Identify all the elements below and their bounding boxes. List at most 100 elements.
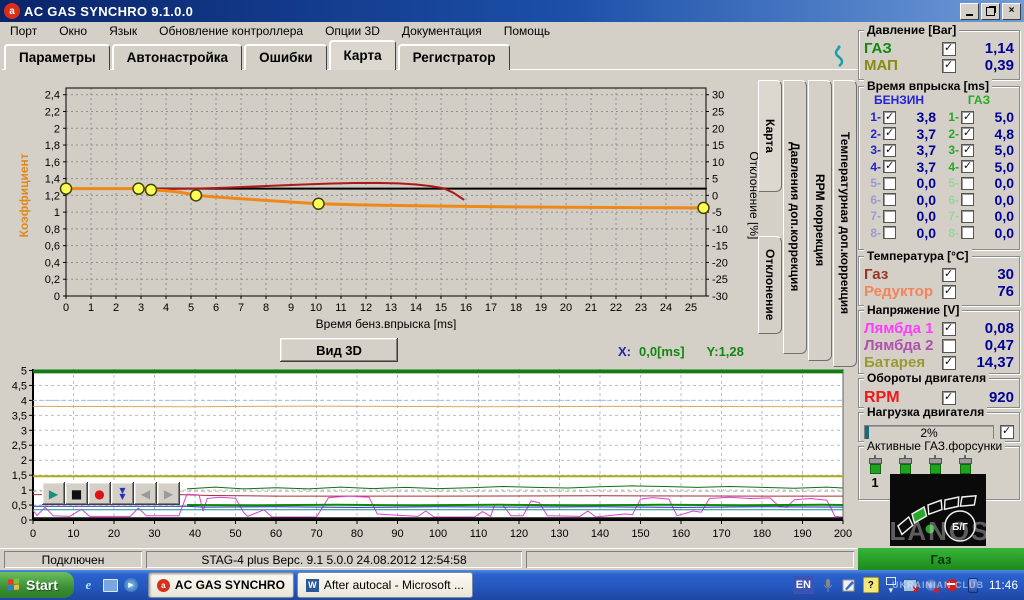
start-button[interactable]: Start — [0, 572, 74, 598]
temperature-checkbox[interactable] — [942, 284, 956, 299]
main-tab-2[interactable]: Автонастройка — [111, 44, 243, 70]
minimize-button[interactable] — [960, 2, 979, 20]
channel-checkbox[interactable] — [961, 126, 974, 141]
blocked-icon[interactable] — [945, 579, 958, 591]
menu-item[interactable]: Документация — [401, 24, 482, 38]
stop-button[interactable]: ■ — [65, 482, 88, 505]
svg-text:25: 25 — [685, 302, 697, 314]
help-icon[interactable]: ? — [862, 577, 879, 593]
voltage-checkbox[interactable] — [942, 355, 956, 370]
channel-checkbox[interactable] — [883, 159, 896, 174]
language-indicator[interactable]: EN — [792, 576, 814, 594]
step-forward-button[interactable]: ▶ — [157, 482, 180, 505]
map-point[interactable] — [144, 183, 158, 197]
channel-checkbox[interactable] — [883, 226, 896, 240]
svg-text:30: 30 — [712, 90, 724, 102]
load-checkbox[interactable] — [1000, 424, 1014, 439]
channel-checkbox[interactable] — [961, 143, 974, 157]
channel-checkbox[interactable] — [961, 193, 974, 207]
main-tab-3[interactable]: Ошибки — [244, 44, 327, 70]
temperature-checkbox[interactable] — [942, 267, 956, 282]
channel-checkbox[interactable] — [883, 193, 896, 207]
rpm-checkbox[interactable] — [942, 390, 956, 405]
pressure-checkbox[interactable] — [942, 58, 956, 73]
channel-checkbox[interactable] — [961, 176, 974, 190]
engine-load-group: Нагрузка двигателя 2% — [858, 405, 1020, 442]
toolbar-expand-icon[interactable]: ▾ — [885, 576, 896, 594]
menu-item[interactable]: Помощь — [503, 24, 551, 38]
svg-text:0: 0 — [54, 291, 60, 303]
menu-item[interactable]: Язык — [109, 24, 138, 38]
map-point[interactable] — [59, 182, 73, 195]
channel-checkbox[interactable] — [961, 110, 974, 124]
channel-checkbox[interactable] — [961, 159, 974, 174]
map-point[interactable] — [132, 182, 145, 195]
svg-text:1,2: 1,2 — [45, 190, 60, 202]
svg-text:2: 2 — [54, 123, 60, 135]
svg-text:1: 1 — [21, 485, 27, 497]
voltage-checkbox[interactable] — [942, 321, 956, 336]
svg-text:100: 100 — [429, 528, 447, 540]
quicklaunch-desktop-icon[interactable] — [102, 578, 118, 592]
side-tab-pressure-correction[interactable]: Давления доп.коррекция — [783, 80, 807, 354]
side-tab-map[interactable]: Карта — [758, 80, 782, 192]
main-tab-5[interactable]: Регистратор — [397, 44, 510, 70]
channel-value: 5,0 — [994, 142, 1014, 159]
voltage-checkbox[interactable] — [942, 338, 956, 353]
channel-checkbox[interactable] — [883, 126, 896, 141]
pressure-checkbox[interactable] — [942, 41, 956, 56]
quicklaunch-ie-icon[interactable]: e — [85, 577, 92, 592]
map-point[interactable] — [189, 189, 203, 202]
channel-checkbox[interactable] — [883, 176, 896, 190]
close-button[interactable]: × — [1002, 2, 1021, 20]
side-tab-rpm-correction[interactable]: RPM коррекция — [808, 80, 832, 361]
injection-time-row: 6- 0,0 — [939, 192, 1017, 209]
channel-checkbox[interactable] — [961, 209, 974, 223]
main-tab-4[interactable]: Карта — [328, 40, 396, 70]
svg-text:14: 14 — [410, 302, 422, 314]
channel-number: 3- — [948, 143, 959, 158]
taskbar-item-word-document[interactable]: W After autocal - Microsoft ... — [296, 572, 473, 598]
svg-text:15: 15 — [435, 302, 447, 314]
map-point[interactable] — [312, 197, 325, 210]
menu-item[interactable]: Обновление контроллера — [159, 24, 304, 38]
record-button[interactable]: ● — [88, 482, 111, 505]
registrator-chart: 0 10 20 30 40 50 60 70 80 90 100 110 120 130 140 150 160… — [12, 365, 852, 540]
step-back-button[interactable]: ◀ — [134, 482, 157, 505]
restore-button[interactable] — [981, 2, 1000, 20]
ac-app-icon: a — [156, 578, 170, 592]
taskbar-item-ac-gas-synchro[interactable]: a AC GAS SYNCHRO — [147, 572, 294, 598]
channel-number: 5- — [948, 176, 959, 191]
side-tab-temp-correction[interactable]: Температурная доп.коррекция — [833, 80, 857, 367]
svg-text:1: 1 — [88, 302, 94, 314]
svg-text:9: 9 — [288, 302, 294, 314]
menu-item[interactable]: Опции 3D — [325, 24, 380, 38]
menu-item[interactable]: Окно — [59, 24, 88, 38]
skip-down-button[interactable]: ▼ ▼ — [111, 482, 134, 505]
side-tab-deviation[interactable]: Отклонение — [758, 236, 782, 334]
quicklaunch-media-icon[interactable]: ▶ — [123, 578, 138, 592]
svg-text:90: 90 — [391, 528, 403, 540]
microphone-icon[interactable] — [821, 578, 835, 592]
channel-number: 4- — [870, 159, 881, 174]
messenger-icon[interactable] — [924, 579, 937, 591]
battery-icon[interactable] — [967, 577, 978, 593]
map-point[interactable] — [697, 201, 710, 215]
svg-text:23: 23 — [635, 302, 647, 314]
svg-text:20: 20 — [712, 123, 724, 135]
channel-checkbox[interactable] — [883, 143, 896, 157]
map-chart[interactable]: 0 1 2 3 4 5 6 7 8 9 10 11 12 13 14 15 16 17 18 19 20 21 22 23 24… — [8, 76, 758, 330]
network-offline-icon[interactable] — [902, 578, 917, 592]
channel-checkbox[interactable] — [883, 209, 896, 223]
menu-item[interactable]: Порт — [10, 24, 38, 38]
channel-checkbox[interactable] — [883, 110, 896, 124]
channel-checkbox[interactable] — [961, 226, 974, 240]
language-bar-pen-icon[interactable] — [842, 578, 856, 592]
pressure-value: 0,39 — [984, 57, 1014, 74]
play-button[interactable]: ▶ — [42, 482, 65, 505]
channel-value: 0,0 — [916, 191, 936, 208]
temperature-label: Редуктор — [864, 283, 934, 300]
view-3d-button[interactable]: Вид 3D — [280, 338, 398, 362]
injection-time-row: 3- 3,7 — [861, 142, 939, 159]
main-tab-1[interactable]: Параметры — [4, 44, 110, 70]
